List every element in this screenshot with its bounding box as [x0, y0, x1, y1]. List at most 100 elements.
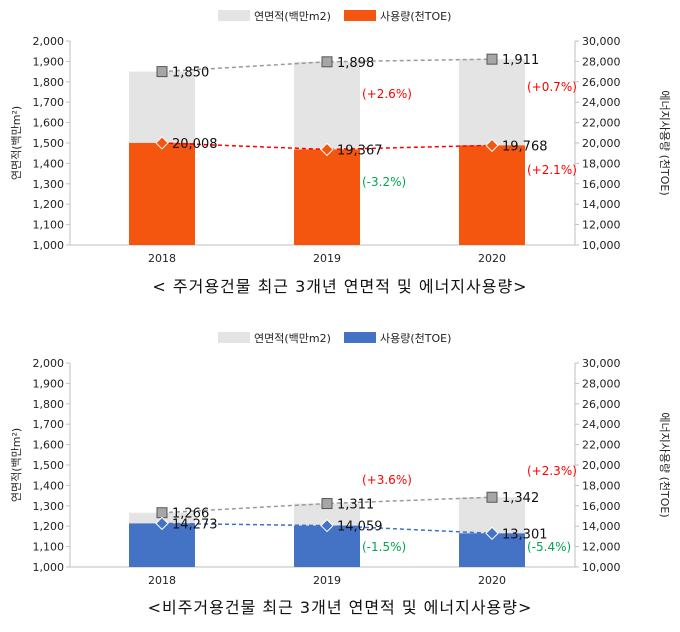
usage-marker — [485, 526, 499, 541]
right-tick-label: 26,000 — [582, 398, 621, 411]
legend-swatch-usage — [344, 10, 376, 21]
usage-trend-line — [161, 142, 493, 151]
left-axis-title: 연면적(백만m²) — [10, 106, 23, 180]
area-change-label: (+0.7%) — [527, 80, 577, 94]
usage-data-label: 19,768 — [502, 139, 548, 154]
left-tick-label: 1,000 — [33, 561, 65, 574]
right-tick-label: 10,000 — [582, 239, 621, 252]
area-marker — [156, 507, 168, 519]
left-tick-label: 1,300 — [33, 178, 65, 191]
area-data-label: 1,266 — [172, 507, 209, 522]
right-tick-label: 14,000 — [582, 520, 621, 533]
right-tick-label: 22,000 — [582, 439, 621, 452]
usage-bar — [129, 142, 195, 245]
left-tick-label: 1,800 — [33, 398, 65, 411]
right-tick-label: 12,000 — [582, 219, 621, 232]
right-tick-label: 20,000 — [582, 459, 621, 472]
usage-data-label: 14,273 — [172, 517, 218, 532]
x-tick-label: 2018 — [148, 574, 176, 587]
right-tick-label: 16,000 — [582, 178, 621, 191]
left-tick-label: 1,100 — [33, 219, 65, 232]
x-tick-label: 2018 — [148, 252, 176, 265]
usage-bar — [294, 149, 360, 245]
left-tick-label: 1,500 — [33, 137, 65, 150]
left-tick-label: 1,700 — [33, 418, 65, 431]
area-data-label: 1,898 — [337, 56, 374, 71]
x-tick-label: 2019 — [313, 574, 341, 587]
left-tick-label: 1,900 — [33, 377, 65, 390]
usage-marker — [320, 142, 334, 157]
nonresidential-chart-caption: <비주거용건물 최근 3개년 연면적 및 에너지사용량> — [147, 598, 533, 617]
area-trend-line — [161, 496, 493, 514]
left-tick-label: 1,900 — [33, 55, 65, 68]
nonresidential-chart-panel: 연면적(백만m2) 사용량(천TOE) 1,000 1,100 1,200 1,300 1,… — [0, 322, 680, 632]
area-data-label: 1,850 — [172, 66, 209, 81]
area-change-label: (+2.3%) — [527, 464, 577, 478]
usage-data-label: 13,301 — [502, 527, 548, 542]
left-tick-label: 2,000 — [33, 357, 65, 370]
usage-data-label: 20,008 — [172, 137, 218, 152]
x-tick-label: 2019 — [313, 252, 341, 265]
legend-swatch-area — [218, 332, 250, 343]
left-tick-label: 1,000 — [33, 239, 65, 252]
right-tick-label: 22,000 — [582, 117, 621, 130]
left-tick-label: 1,700 — [33, 96, 65, 109]
right-tick-label: 10,000 — [582, 561, 621, 574]
left-tick-label: 1,500 — [33, 459, 65, 472]
left-tick-label: 1,400 — [33, 479, 65, 492]
right-tick-label: 24,000 — [582, 418, 621, 431]
left-tick-label: 1,300 — [33, 500, 65, 513]
right-tick-label: 18,000 — [582, 157, 621, 170]
usage-data-label: 14,059 — [337, 520, 383, 535]
right-axis-title: 에너지사용량 (천TOE) — [658, 412, 672, 517]
right-tick-label: 30,000 — [582, 357, 621, 370]
left-tick-label: 2,000 — [33, 35, 65, 48]
legend-swatch-area — [218, 10, 250, 21]
area-data-label: 1,311 — [337, 498, 374, 513]
left-tick-label: 1,800 — [33, 76, 65, 89]
right-axis-title: 에너지사용량 (천TOE) — [658, 90, 672, 195]
area-change-label: (+3.6%) — [362, 473, 412, 487]
right-tick-label: 18,000 — [582, 479, 621, 492]
right-tick-label: 24,000 — [582, 96, 621, 109]
legend-label-usage: 사용량(천TOE) — [380, 331, 451, 345]
usage-bar — [129, 523, 195, 567]
right-tick-label: 20,000 — [582, 137, 621, 150]
area-data-label: 1,342 — [502, 491, 539, 506]
usage-trend-line — [161, 522, 493, 535]
legend-swatch-usage — [344, 332, 376, 343]
area-marker — [486, 53, 498, 65]
area-change-label: (+2.6%) — [362, 87, 412, 101]
left-tick-label: 1,400 — [33, 157, 65, 170]
area-data-label: 1,911 — [502, 53, 539, 68]
residential-chart: 연면적(백만m2) 사용량(천TOE) 1,000 1,100 1,200 1,300 1,… — [10, 9, 672, 265]
usage-bar — [294, 525, 360, 567]
usage-change-label: (-1.5%) — [362, 540, 406, 554]
legend-label-area: 연면적(백만m2) — [254, 332, 331, 345]
right-tick-label: 16,000 — [582, 500, 621, 513]
usage-data-label: 19,367 — [337, 143, 383, 158]
x-tick-label: 2020 — [478, 252, 506, 265]
nonresidential-chart: 연면적(백만m2) 사용량(천TOE) 1,000 1,100 1,200 1,300 1,… — [10, 331, 672, 587]
left-tick-label: 1,100 — [33, 541, 65, 554]
residential-chart-panel: 연면적(백만m2) 사용량(천TOE) 1,000 1,100 1,200 1,300 1,… — [0, 0, 680, 300]
area-marker — [486, 491, 498, 503]
area-marker — [321, 498, 333, 510]
right-tick-label: 14,000 — [582, 198, 621, 211]
x-tick-label: 2020 — [478, 574, 506, 587]
legend-label-area: 연면적(백만m2) — [254, 10, 331, 23]
area-trend-line — [161, 58, 493, 73]
usage-change-label: (-5.4%) — [527, 540, 571, 554]
left-tick-label: 1,200 — [33, 198, 65, 211]
right-tick-label: 28,000 — [582, 377, 621, 390]
left-tick-label: 1,600 — [33, 117, 65, 130]
left-tick-label: 1,600 — [33, 439, 65, 452]
usage-marker — [155, 516, 169, 531]
right-tick-label: 26,000 — [582, 76, 621, 89]
usage-marker — [320, 518, 334, 533]
left-tick-label: 1,200 — [33, 520, 65, 533]
left-axis-title: 연면적(백만m²) — [10, 428, 23, 502]
right-tick-label: 30,000 — [582, 35, 621, 48]
residential-chart-caption: < 주거용건물 최근 3개년 연면적 및 에너지사용량> — [152, 277, 528, 296]
area-marker — [321, 56, 333, 68]
